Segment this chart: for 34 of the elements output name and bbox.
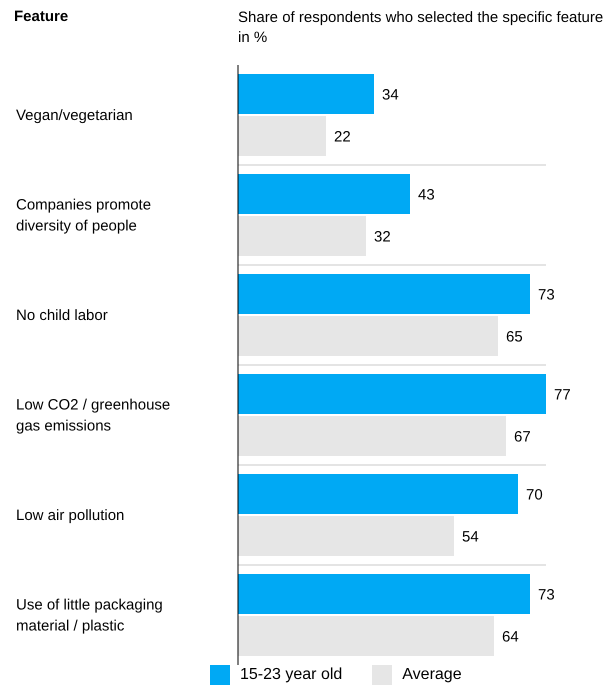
y-tick-label: Companies promote diversity of people <box>16 196 152 234</box>
bar <box>238 116 326 156</box>
data-label: 43 <box>418 186 435 204</box>
bar <box>238 616 494 656</box>
data-label: 22 <box>334 128 351 146</box>
data-label: 73 <box>538 586 555 604</box>
data-label: 67 <box>514 428 531 446</box>
bar <box>238 474 518 514</box>
bar <box>238 374 546 414</box>
data-label: 77 <box>554 386 571 404</box>
bar <box>238 174 410 214</box>
data-label: 64 <box>502 628 519 646</box>
bar <box>238 416 506 456</box>
y-axis-title: Feature <box>14 8 68 25</box>
legend-label: 15-23 year old <box>240 666 342 684</box>
bar <box>238 316 498 356</box>
y-tick-label: Vegan/vegetarian <box>16 107 133 124</box>
data-label: 54 <box>462 528 479 546</box>
bar <box>238 574 530 614</box>
data-label: 73 <box>538 286 555 304</box>
bar <box>238 516 454 556</box>
x-axis-title: Share of respondents who selected the specific feature in % <box>238 8 604 48</box>
data-label: 34 <box>382 86 399 104</box>
data-label: 70 <box>526 486 543 504</box>
y-tick-label: Low CO2 / greenhouse gas emissions <box>16 396 170 434</box>
y-tick-label: Low air pollution <box>16 507 124 524</box>
data-label: 32 <box>374 228 391 246</box>
bar <box>238 74 374 114</box>
bar <box>238 274 530 314</box>
legend-label: Average <box>402 666 462 684</box>
data-label: 65 <box>506 328 523 346</box>
y-tick-label: Use of little packaging material / plastic <box>16 596 163 634</box>
bar <box>238 216 366 256</box>
y-tick-label: No child labor <box>16 307 108 324</box>
